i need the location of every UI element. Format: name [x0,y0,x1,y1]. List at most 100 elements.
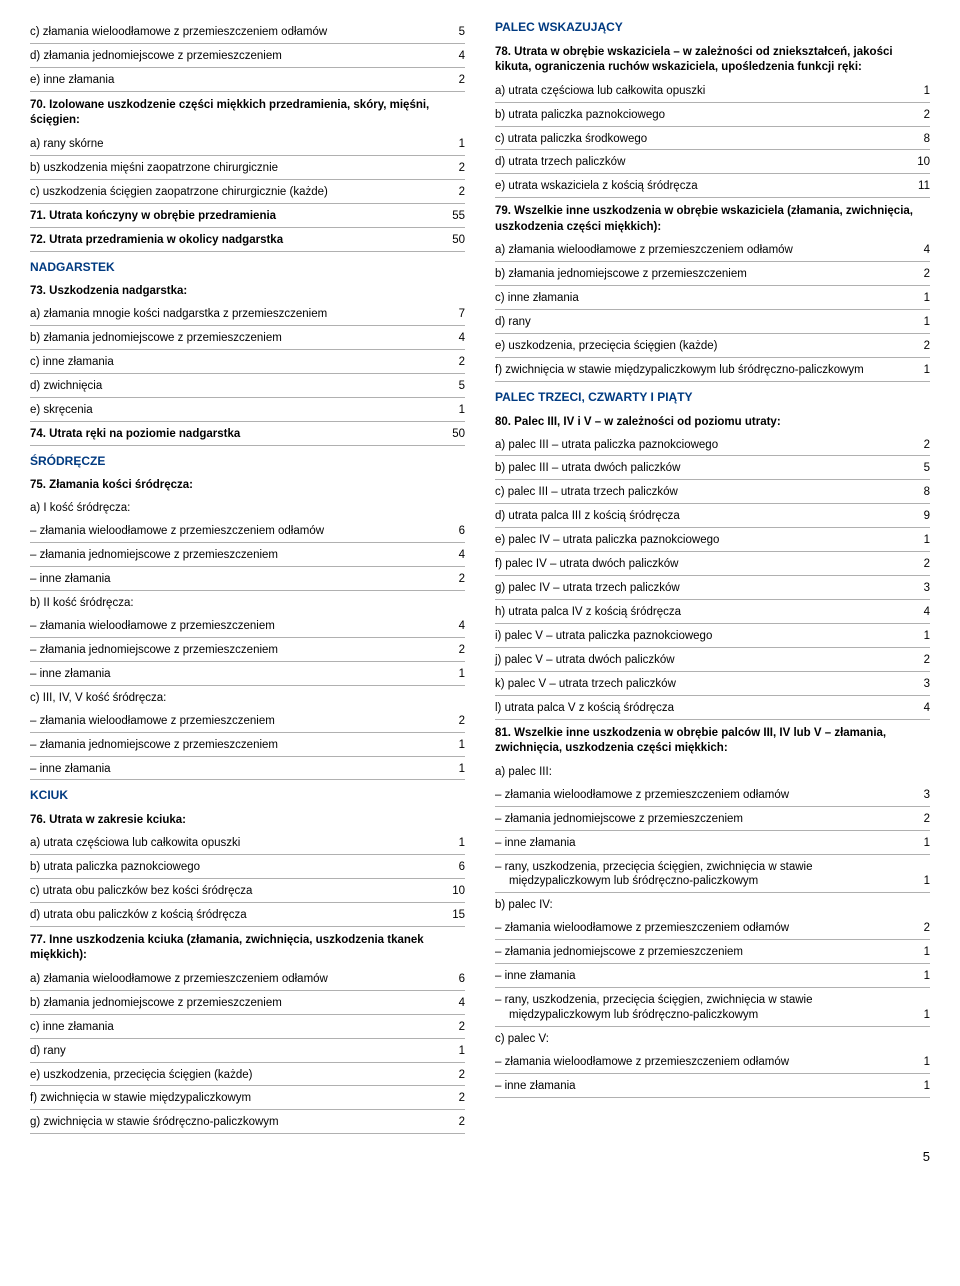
table-row: 71. Utrata kończyny w obrębie przedramie… [30,204,465,228]
row-label: e) inne złamania [30,73,430,88]
row-label: f) palec IV – utrata dwóch paliczków [495,557,895,572]
row-value: 1 [440,738,465,753]
row-label: c) inne złamania [495,291,895,306]
row-label: złamania wieloodłamowe z przemieszczenie… [30,619,430,634]
table-row: e) inne złamania2 [30,68,465,92]
row-value: 11 [905,179,930,194]
row-value: 50 [440,233,465,248]
table-row: e) palec IV – utrata paliczka paznokciow… [495,528,930,552]
row-label: złamania wieloodłamowe z przemieszczenie… [30,714,430,729]
row-label: a) palec III – utrata paliczka paznokcio… [495,438,895,453]
row-label: złamania wieloodłamowe z przemieszczenie… [495,1055,895,1070]
row-value: 1 [440,403,465,418]
row-label: 74. Utrata ręki na poziomie nadgarstka [30,427,430,442]
table-row: inne złamania1 [495,1074,930,1098]
row-label: inne złamania [30,762,430,777]
row-label: e) uszkodzenia, przecięcia ścięgien (każ… [30,1068,430,1083]
row-label: a) rany skórne [30,137,430,152]
row-value: 3 [905,677,930,692]
row-label: d) utrata palca III z kością śródręcza [495,509,895,524]
row-value: 5 [440,379,465,394]
table-row: i) palec V – utrata paliczka paznokciowe… [495,624,930,648]
table-row: g) zwichnięcia w stawie śródręczno-palic… [30,1110,465,1134]
table-row: a) złamania wieloodłamowe z przemieszcze… [30,967,465,991]
item-heading-81: 81. Wszelkie inne uszkodzenia w obrębie … [495,720,930,760]
two-column-layout: c) złamania wieloodłamowe z przemieszcze… [30,20,930,1134]
table-row: l) utrata palca V z kością śródręcza4 [495,696,930,720]
table-row: g) palec IV – utrata trzech paliczków3 [495,576,930,600]
table-row: c) złamania wieloodłamowe z przemieszcze… [30,20,465,44]
row-label: h) utrata palca IV z kością śródręcza [495,605,895,620]
row-label: inne złamania [495,836,895,851]
item-heading-75: 75. Złamania kości śródręcza: [30,472,465,496]
table-row: a) rany skórne1 [30,132,465,156]
row-label: a) utrata częściowa lub całkowita opuszk… [495,84,895,99]
row-label: d) utrata obu paliczków z kością śródręc… [30,908,430,923]
row-value: 2 [440,1020,465,1035]
row-label: a) złamania wieloodłamowe z przemieszcze… [495,243,895,258]
row-value: 1 [440,667,465,682]
row-label: g) palec IV – utrata trzech paliczków [495,581,895,596]
row-value: 4 [905,243,930,258]
table-row: złamania jednomiejscowe z przemieszczeni… [30,638,465,662]
row-value: 55 [440,209,465,224]
table-row: złamania jednomiejscowe z przemieszczeni… [495,940,930,964]
table-row: inne złamania1 [30,757,465,781]
row-label: a) złamania wieloodłamowe z przemieszcze… [30,972,430,987]
table-row: inne złamania2 [30,567,465,591]
table-row: b) złamania jednomiejscowe z przemieszcz… [30,991,465,1015]
table-row: a) złamania mnogie kości nadgarstka z pr… [30,302,465,326]
row-value: 9 [905,509,930,524]
row-value: 2 [440,1115,465,1130]
table-row: 74. Utrata ręki na poziomie nadgarstka50 [30,422,465,446]
row-value: 2 [440,185,465,200]
row-label: b) uszkodzenia mięśni zaopatrzone chirur… [30,161,430,176]
row-label: c) utrata obu paliczków bez kości śródrę… [30,884,430,899]
section-heading-kciuk: KCIUK [30,780,465,807]
row-value: 1 [905,629,930,644]
row-label: g) zwichnięcia w stawie śródręczno-palic… [30,1115,430,1130]
row-label: c) utrata paliczka środkowego [495,132,895,147]
row-label: 71. Utrata kończyny w obrębie przedramie… [30,209,430,224]
row-label: złamania jednomiejscowe z przemieszczeni… [495,945,895,960]
row-value: 8 [905,485,930,500]
row-value: 2 [440,161,465,176]
table-row: e) skręcenia1 [30,398,465,422]
table-row: f) zwichnięcia w stawie międzypaliczkowy… [30,1086,465,1110]
table-row: złamania jednomiejscowe z przemieszczeni… [495,807,930,831]
row-label: złamania wieloodłamowe z przemieszczenie… [495,921,895,936]
row-value: 6 [440,972,465,987]
row-value: 8 [905,132,930,147]
row-value: 5 [905,461,930,476]
row-value: 2 [905,108,930,123]
row-label: f) zwichnięcia w stawie międzypaliczkowy… [30,1091,430,1106]
item-heading-78: 78. Utrata w obrębie wskaziciela – w zal… [495,39,930,79]
row-value: 1 [905,1079,930,1094]
row-value: 1 [905,363,930,378]
row-label: j) palec V – utrata dwóch paliczków [495,653,895,668]
row-label: c) palec V: [495,1032,930,1047]
row-label: d) złamania jednomiejscowe z przemieszcz… [30,49,430,64]
item-heading-79: 79. Wszelkie inne uszkodzenia w obrębie … [495,198,930,238]
row-label: złamania jednomiejscowe z przemieszczeni… [495,812,895,827]
section-heading-palec-345: PALEC TRZECI, CZWARTY I PIĄTY [495,382,930,409]
row-value: 10 [905,155,930,170]
table-row: inne złamania1 [30,662,465,686]
table-row: f) zwichnięcia w stawie międzypaliczkowy… [495,358,930,382]
row-label: a) palec III: [495,765,930,780]
row-value: 1 [905,533,930,548]
table-row: rany, uszkodzenia, przecięcia ścięgien, … [495,988,930,1027]
page-number: 5 [30,1149,930,1166]
table-row: złamania wieloodłamowe z przemieszczenie… [495,783,930,807]
table-row: c) uszkodzenia ścięgien zaopatrzone chir… [30,180,465,204]
row-label: b) utrata paliczka paznokciowego [30,860,430,875]
table-row: e) uszkodzenia, przecięcia ścięgien (każ… [495,334,930,358]
row-label: 72. Utrata przedramienia w okolicy nadga… [30,233,430,248]
row-label: b) złamania jednomiejscowe z przemieszcz… [30,996,430,1011]
row-value: 2 [440,643,465,658]
row-value: 2 [905,438,930,453]
row-label: b) palec IV: [495,898,930,913]
row-label: d) rany [495,315,895,330]
table-row: d) zwichnięcia5 [30,374,465,398]
table-row: złamania jednomiejscowe z przemieszczeni… [30,733,465,757]
